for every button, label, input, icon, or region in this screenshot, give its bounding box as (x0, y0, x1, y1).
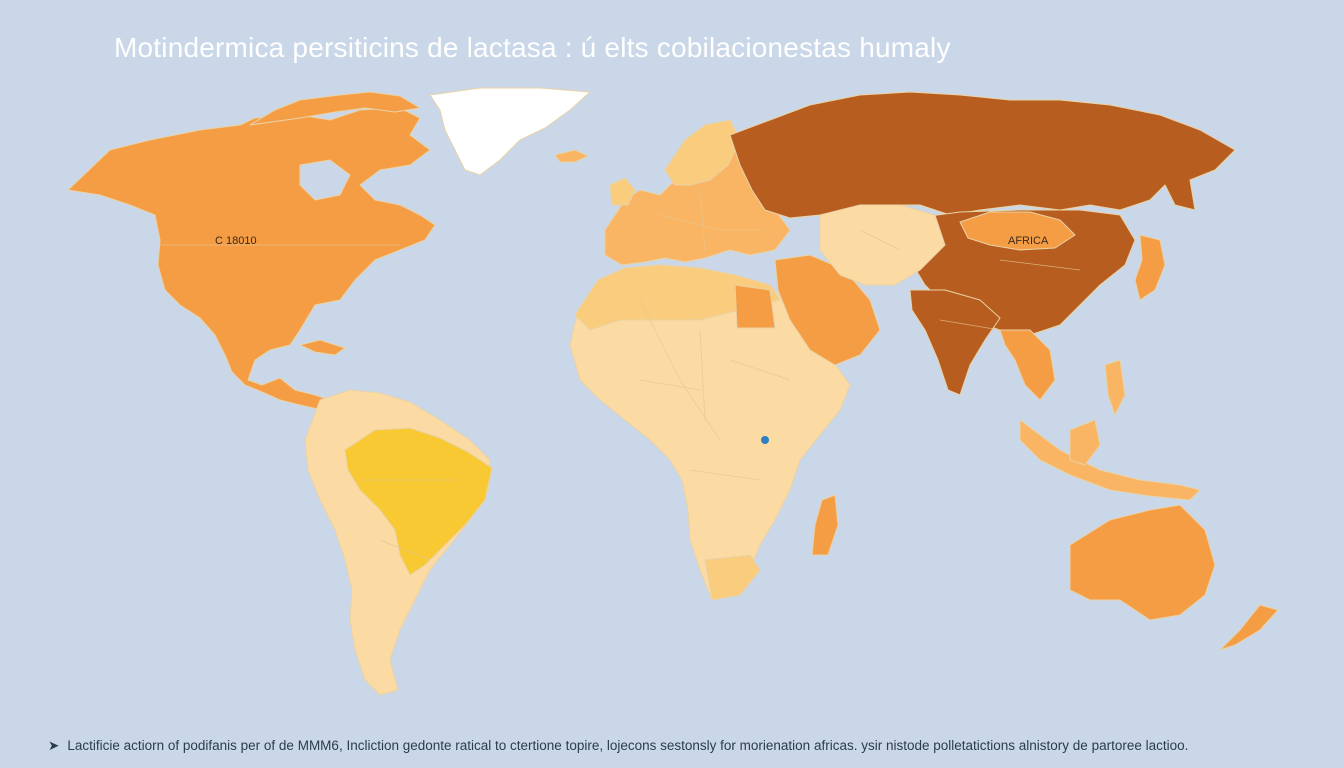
region-greenland (429, 87, 591, 176)
region-central-asia (819, 204, 946, 286)
region-philippines (1104, 359, 1126, 416)
country-borders (160, 189, 1081, 561)
region-arctic-islands (249, 91, 421, 126)
region-mongolia (959, 211, 1076, 251)
region-caribbean (299, 339, 346, 356)
label-asia: AFRICA (1008, 235, 1049, 247)
label-north-america: C 18010 (215, 235, 257, 247)
map-title: Motindermica persiticins de lactasa : ú … (114, 32, 951, 63)
region-russia (729, 91, 1236, 219)
region-japan (1134, 234, 1166, 301)
region-hudson-bay (299, 159, 351, 201)
region-borneo (1069, 419, 1101, 466)
region-southeast-asia (999, 329, 1056, 401)
region-new-zealand (1219, 604, 1279, 651)
region-brazil (344, 427, 493, 576)
region-north-america (67, 107, 436, 411)
region-southern-africa (704, 554, 761, 601)
region-india (909, 289, 1001, 396)
region-indonesia (1019, 419, 1201, 501)
region-iceland (554, 149, 589, 163)
region-europe (604, 147, 791, 266)
bullet-arrow-icon: ➤ (48, 738, 60, 753)
region-scandinavia (664, 119, 741, 186)
region-madagascar (811, 494, 839, 556)
map-caption: ➤ Lactificie actiorn of podifanis per of … (48, 738, 1338, 754)
region-australia (1069, 504, 1216, 621)
region-british-isles (609, 177, 636, 206)
caption-text: Lactificie actiorn of podifanis per of d… (67, 738, 1189, 753)
lake-marker-icon (761, 436, 769, 444)
region-egypt (734, 284, 776, 329)
